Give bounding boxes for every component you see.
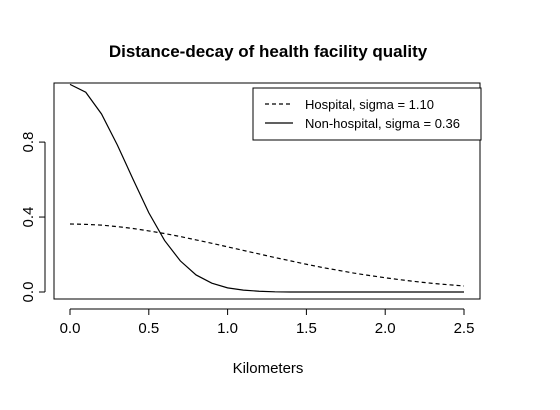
x-tick-label: 1.5 <box>296 320 317 337</box>
plot-frame <box>53 82 481 300</box>
y-tick-label: 0.4 <box>20 207 37 228</box>
x-tick-label: 0.5 <box>138 320 159 337</box>
x-tick-label: 0.0 <box>60 320 81 337</box>
legend-label: Non-hospital, sigma = 0.36 <box>305 116 460 131</box>
legend-label: Hospital, sigma = 1.10 <box>305 97 434 112</box>
x-axis: 0.0 0.5 1.0 1.5 2.0 2.5 <box>60 308 475 337</box>
legend-box <box>252 87 482 141</box>
chart-title: Distance-decay of health facility qualit… <box>109 42 428 61</box>
series-line-non-hospital <box>69 83 464 293</box>
y-axis: 0.0 0.4 0.8 <box>20 132 46 303</box>
x-axis-label: Kilometers <box>233 360 304 377</box>
legend: Hospital, sigma = 1.10 Non-hospital, sigm… <box>252 87 482 141</box>
x-tick-label: 1.0 <box>217 320 238 337</box>
x-tick-label: 2.0 <box>375 320 396 337</box>
series-layer <box>69 83 465 293</box>
y-tick-label: 0.8 <box>20 132 37 153</box>
y-tick-label: 0.0 <box>20 282 37 303</box>
series-line-hospital <box>69 223 465 287</box>
x-tick-label: 2.5 <box>454 320 475 337</box>
